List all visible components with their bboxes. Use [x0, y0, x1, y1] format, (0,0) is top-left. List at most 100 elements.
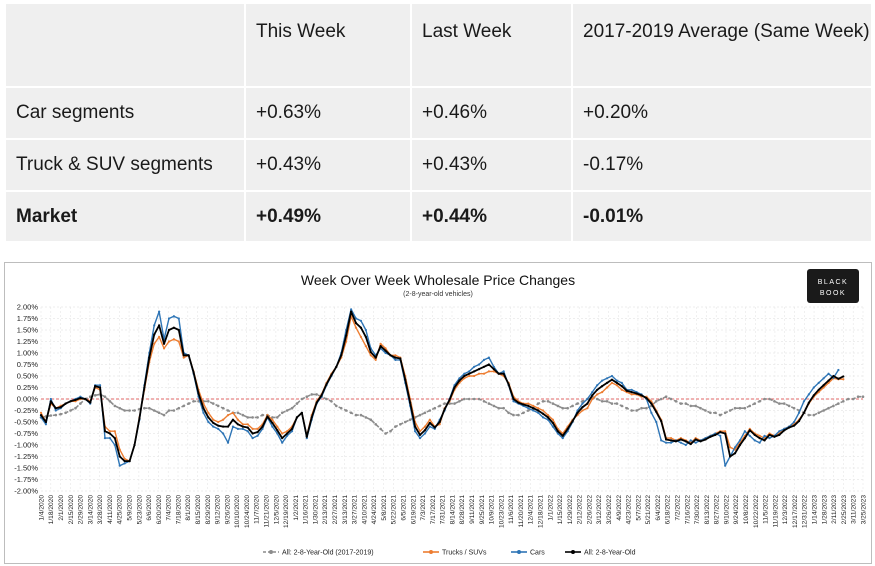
data-point [49, 397, 52, 401]
data-point [153, 342, 156, 345]
data-point [630, 391, 633, 394]
data-point [669, 437, 673, 440]
data-point [64, 411, 67, 415]
data-point [684, 402, 688, 405]
black-book-logo: BLACK BOOK [807, 269, 859, 303]
data-point [379, 345, 382, 348]
data-point [256, 427, 259, 430]
data-point [226, 425, 230, 428]
header-cell-this-week: This Week [244, 2, 412, 88]
data-point [669, 441, 673, 444]
data-point [817, 411, 820, 415]
data-point [605, 400, 609, 403]
data-point [527, 404, 530, 407]
data-point [118, 464, 121, 467]
data-point [394, 356, 397, 359]
data-point [477, 363, 481, 366]
data-point [601, 379, 604, 382]
data-point [463, 377, 466, 380]
data-point [290, 406, 294, 410]
data-point [177, 406, 181, 410]
data-point [167, 328, 171, 332]
data-point [423, 425, 427, 428]
x-tick-label: 3/27/2021 [352, 495, 359, 525]
data-point [335, 404, 338, 408]
x-tick-label: 5/7/2022 [635, 495, 642, 521]
series-3 [39, 310, 845, 463]
x-tick-label: 1/2/2021 [293, 495, 300, 521]
x-tick-label: 11/20/2021 [518, 495, 525, 528]
data-point [49, 414, 53, 417]
data-point [718, 413, 722, 417]
data-point [527, 402, 530, 405]
data-point [507, 383, 510, 386]
data-point [345, 334, 348, 337]
data-point [645, 406, 648, 410]
data-point [492, 365, 495, 368]
x-tick-label: 3/28/2020 [97, 495, 104, 525]
x-tick-label: 10/23/2021 [498, 495, 505, 528]
data-point [359, 319, 363, 322]
data-point [271, 421, 274, 425]
data-point [123, 457, 126, 460]
data-point [753, 433, 756, 436]
data-point [492, 370, 495, 373]
data-point [522, 403, 525, 406]
data-point [704, 438, 707, 441]
data-point [403, 420, 407, 424]
data-point [152, 409, 156, 412]
x-tick-label: 10/24/2020 [244, 495, 251, 528]
data-point [645, 396, 648, 400]
data-point [251, 432, 254, 435]
x-tick-label: 11/5/2022 [763, 495, 770, 524]
data-point [246, 423, 249, 426]
data-point [729, 455, 732, 458]
data-point [704, 409, 707, 412]
data-point [172, 409, 176, 412]
y-tick-label: -0.75% [14, 429, 38, 438]
data-point [275, 416, 279, 419]
data-point [226, 414, 230, 417]
data-point [453, 386, 456, 389]
data-point [350, 308, 353, 311]
data-point [684, 440, 687, 443]
data-point [537, 411, 540, 414]
data-point [433, 426, 436, 429]
data-point [94, 385, 97, 388]
data-point [733, 406, 737, 410]
x-tick-label: 1/28/2023 [821, 495, 828, 525]
data-point [177, 317, 180, 320]
data-point [846, 397, 850, 401]
data-point [665, 438, 668, 441]
x-axis-ticks: 1/4/2020 1/18/2020 2/1/2020 2/15/2020 2/29/2… [38, 495, 867, 528]
x-tick-label: 1/18/2020 [48, 495, 55, 525]
data-point [502, 406, 505, 410]
data-point [271, 416, 274, 419]
data-point [522, 411, 525, 415]
data-point [192, 400, 195, 403]
data-point [389, 354, 392, 357]
data-point [689, 439, 692, 442]
data-point [773, 400, 776, 403]
x-tick-label: 12/5/2020 [273, 495, 280, 525]
data-point [266, 415, 269, 418]
data-point [286, 430, 289, 433]
x-tick-label: 3/14/2020 [87, 495, 94, 525]
x-tick-label: 2/29/2020 [78, 495, 85, 525]
data-point [236, 411, 240, 415]
data-point [330, 400, 333, 403]
data-point [694, 404, 697, 408]
data-point [428, 418, 431, 421]
chart-subtitle: (2-8-year-old vehicles) [403, 291, 473, 298]
legend-label: All: 2-8-Year-Old (2017-2019) [282, 550, 374, 557]
x-tick-label: 10/22/2022 [753, 495, 760, 528]
data-point [576, 411, 579, 414]
data-point [354, 326, 358, 329]
data-point [689, 442, 692, 446]
data-point [276, 429, 279, 432]
data-point [783, 429, 786, 432]
data-point [822, 386, 825, 389]
data-point [295, 416, 299, 419]
data-point [482, 365, 486, 368]
data-point [103, 395, 107, 398]
